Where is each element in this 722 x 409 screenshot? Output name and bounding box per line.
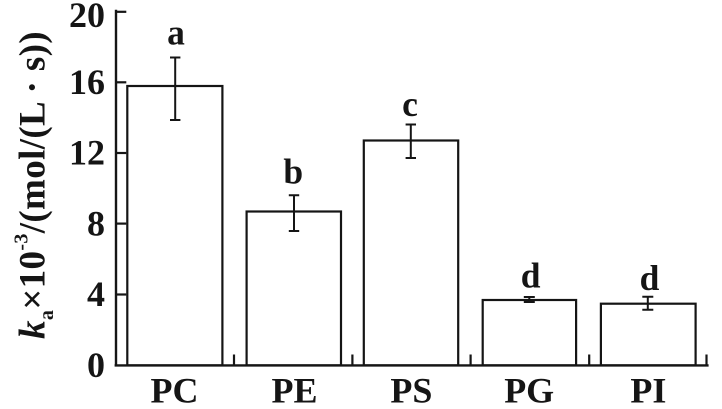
svg-text:c: c — [402, 84, 418, 124]
svg-text:PC: PC — [151, 370, 199, 409]
svg-text:PG: PG — [504, 370, 554, 409]
svg-text:d: d — [521, 256, 541, 296]
svg-text:4: 4 — [87, 274, 105, 314]
svg-text:b: b — [283, 152, 303, 192]
svg-text:PS: PS — [390, 370, 432, 409]
svg-text:d: d — [640, 258, 660, 298]
svg-text:8: 8 — [87, 203, 105, 243]
svg-text:a: a — [167, 12, 185, 52]
svg-text:20: 20 — [69, 0, 105, 35]
svg-text:ka×10-3/(mol/(L · s)): ka×10-3/(mol/(L · s)) — [11, 31, 59, 339]
svg-text:16: 16 — [69, 62, 105, 102]
svg-text:PI: PI — [630, 370, 666, 409]
svg-text:PE: PE — [271, 370, 317, 409]
svg-text:12: 12 — [69, 133, 105, 173]
svg-text:0: 0 — [87, 345, 105, 385]
